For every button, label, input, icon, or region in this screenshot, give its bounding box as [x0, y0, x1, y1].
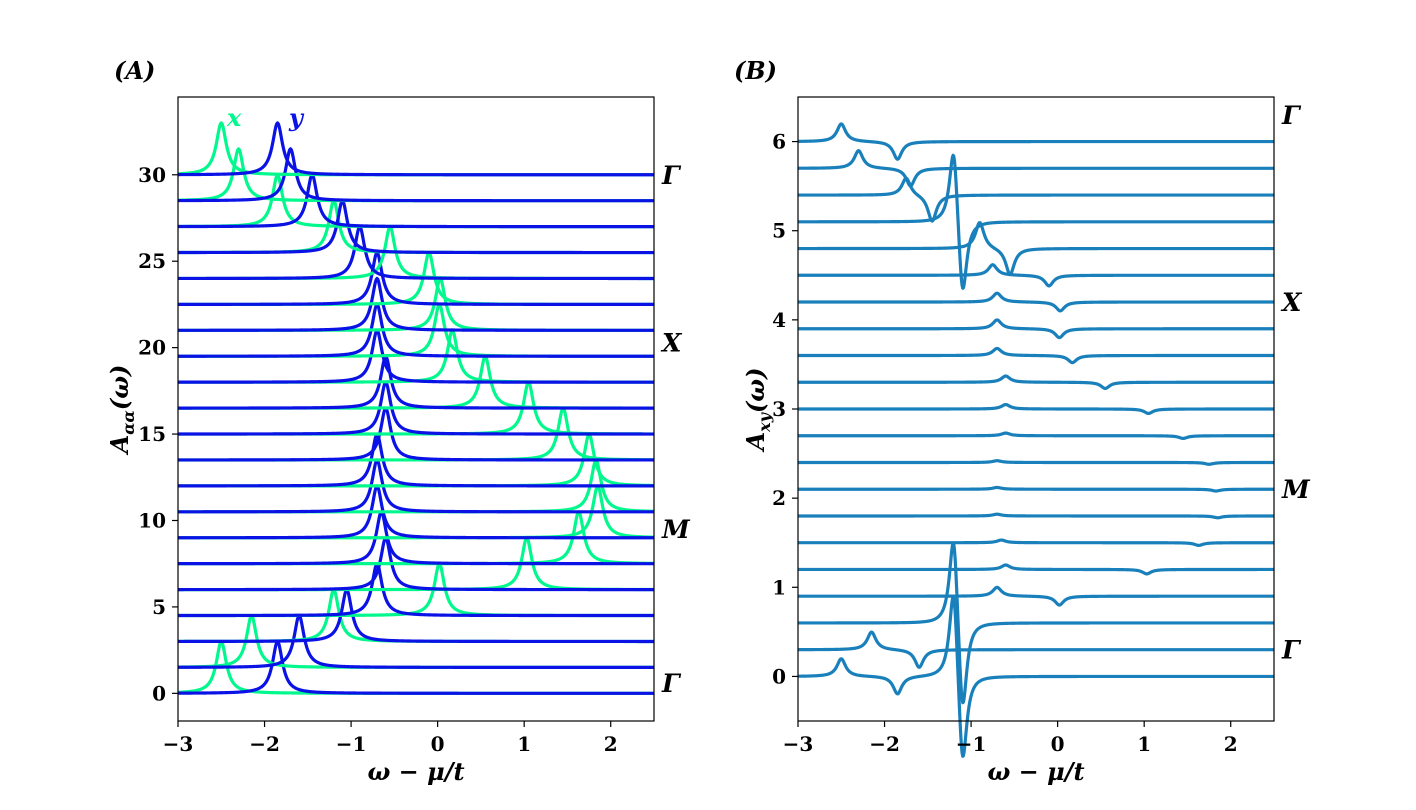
panel-b-curve-3	[797, 585, 1275, 607]
panel-a-xtick-label: 2	[604, 732, 618, 756]
legend-y-label: y	[288, 103, 305, 132]
panel-a-ytick-label: 10	[138, 508, 166, 532]
panel-a-k-labels: Γ X M Γ	[660, 161, 691, 698]
panel-b-curve-11	[797, 374, 1275, 391]
panel-a-k-label: Γ	[661, 161, 682, 190]
panel-a-curve-y-5	[177, 510, 655, 566]
panel-b-ytick-label: 6	[772, 130, 786, 154]
panel-b-curve-9	[797, 431, 1275, 441]
panel-b-curve-1	[797, 630, 1275, 669]
panel-b-xlabel: ω − μ/t	[987, 757, 1084, 786]
panel-a-xlabel: ω − μ/t	[367, 757, 464, 786]
panel-b-ticks: −3 −2 −1 0 1 2 0 1 2 3 4 5 6	[772, 130, 1238, 756]
panel-b-k-label: Γ	[1281, 101, 1302, 130]
panel-a-curve-y-14	[177, 276, 655, 332]
panel-a-xtick-label: −1	[336, 732, 367, 756]
panel-a-ylabel: Aαα(ω)	[105, 365, 138, 456]
panel-a-curve-y-3	[177, 562, 655, 618]
panel-b-xtick-label: −2	[869, 732, 900, 756]
panel-a-curves	[177, 121, 655, 695]
panel-b-k-label: X	[1280, 288, 1303, 317]
panel-a-curve-y-0	[177, 639, 655, 695]
panel-b: (B) −3 −2 −1 0 1 2 0 1 2 3 4 5 6 Γ X M Γ ω − μ/t Axy(ω)	[734, 56, 1311, 786]
panel-a-curve-y-1	[177, 613, 655, 670]
panel-b-xtick-label: 1	[1137, 732, 1151, 756]
panel-b-ytick-label: 2	[772, 486, 786, 510]
panel-a-frame	[177, 96, 655, 722]
panel-b-curve-18	[797, 176, 1275, 223]
panel-a-k-label: M	[661, 515, 691, 544]
panel-b-k-labels: Γ X M Γ	[1280, 101, 1311, 665]
panel-b-k-label: Γ	[1281, 636, 1302, 665]
panel-b-curve-13	[797, 318, 1275, 340]
panel-a-curve-y-4	[177, 536, 655, 592]
panel-a-ytick-label: 20	[138, 336, 166, 360]
panel-a-ytick-label: 15	[138, 422, 166, 446]
panel-a-curve-y-13	[177, 302, 655, 358]
panel-a-curve-y-16	[177, 225, 655, 281]
panel-a-curve-y-12	[177, 328, 655, 384]
panel-b-curve-4	[797, 563, 1275, 576]
panel-a-curve-y-7	[177, 458, 655, 514]
panel-b-label: (B)	[734, 56, 777, 85]
panel-b-curves	[797, 122, 1275, 758]
panel-b-curve-14	[797, 291, 1275, 313]
panel-b-k-label: M	[1281, 475, 1311, 504]
panel-b-curve-5	[797, 538, 1275, 547]
panel-a-curve-y-15	[177, 250, 655, 306]
panel-b-xtick-label: 0	[1051, 732, 1065, 756]
legend-x-label: x	[226, 103, 242, 132]
panel-a-xtick-label: 0	[431, 732, 445, 756]
panel-a-k-label: Γ	[661, 669, 682, 698]
panel-b-curve-16	[797, 221, 1275, 277]
panel-b-ytick-label: 0	[772, 664, 786, 688]
panel-a-curve-y-8	[177, 432, 655, 488]
panel-a-curve-y-18	[177, 173, 655, 229]
panel-a-curve-y-2	[177, 588, 655, 644]
panel-b-curve-6	[797, 512, 1275, 520]
panel-b-curve-20	[797, 122, 1275, 161]
panel-a-curve-y-10	[177, 380, 655, 436]
panel-b-curve-12	[797, 346, 1275, 365]
panel-b-ytick-label: 3	[772, 397, 786, 421]
panel-b-frame	[797, 96, 1275, 722]
panel-a-curve-y-11	[177, 354, 655, 410]
panel-a-ytick-label: 25	[138, 249, 166, 273]
panel-a-curve-y-20	[177, 121, 655, 177]
panel-b-ytick-label: 1	[772, 575, 786, 599]
panel-a-curve-y-6	[177, 484, 655, 540]
panel-b-xtick-label: −3	[783, 732, 814, 756]
panel-b-curve-8	[797, 459, 1275, 466]
panel-a-label: (A)	[114, 56, 155, 85]
panel-a-curve-y-19	[177, 147, 655, 203]
panel-b-xtick-label: 2	[1224, 732, 1238, 756]
panel-b-curve-10	[797, 402, 1275, 416]
panel-a-k-label: X	[660, 328, 683, 357]
panel-b-curve-15	[797, 263, 1275, 288]
panel-a-ytick-label: 0	[152, 681, 166, 705]
panel-b-ylabel: Axy(ω)	[741, 367, 774, 452]
panel-b-curve-7	[797, 485, 1275, 493]
panel-a-ytick-label: 5	[152, 595, 166, 619]
panel-b-curve-2	[797, 541, 1275, 705]
panel-b-ytick-label: 5	[772, 219, 786, 243]
panel-b-curve-17	[797, 153, 1275, 290]
panel-a-curve-x-20	[177, 121, 655, 177]
panel-a-xtick-label: 1	[517, 732, 531, 756]
panel-b-curve-0	[797, 595, 1275, 758]
panel-a-xtick-label: −3	[163, 732, 194, 756]
panel-a-curve-y-9	[177, 406, 655, 462]
panel-a-xtick-label: −2	[249, 732, 280, 756]
panel-b-ytick-label: 4	[772, 308, 786, 332]
panel-b-xtick-label: −1	[956, 732, 987, 756]
panel-a-curve-y-17	[177, 199, 655, 255]
panel-b-curve-19	[797, 149, 1275, 188]
panel-a-ytick-label: 30	[138, 163, 166, 187]
